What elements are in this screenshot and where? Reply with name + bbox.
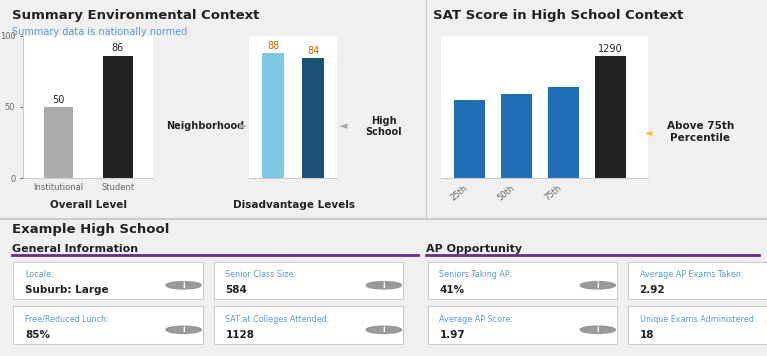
Text: i: i — [183, 325, 185, 334]
Text: Average AP Score:: Average AP Score: — [439, 315, 513, 324]
Text: 1290: 1290 — [598, 44, 623, 54]
Text: Neighborhood: Neighborhood — [166, 121, 244, 131]
Text: 41%: 41% — [439, 285, 465, 295]
Circle shape — [580, 282, 615, 289]
Text: 2.92: 2.92 — [640, 285, 665, 295]
Bar — [302, 58, 324, 178]
Text: i: i — [597, 281, 599, 290]
Bar — [501, 94, 532, 178]
Text: i: i — [597, 325, 599, 334]
Text: General Information: General Information — [12, 244, 137, 254]
FancyBboxPatch shape — [428, 306, 617, 344]
Text: Free/Reduced Lunch:: Free/Reduced Lunch: — [25, 315, 109, 324]
Text: Summary Environmental Context: Summary Environmental Context — [12, 9, 259, 22]
Text: 88: 88 — [267, 41, 279, 51]
Text: i: i — [383, 325, 385, 334]
Text: Summary data is nationally normed: Summary data is nationally normed — [12, 27, 187, 37]
Text: Unique Exams Administered:: Unique Exams Administered: — [640, 315, 756, 324]
Bar — [595, 56, 626, 178]
Text: AP Opportunity: AP Opportunity — [426, 244, 522, 254]
Text: Disadvantage Levels: Disadvantage Levels — [232, 200, 355, 210]
Text: 84: 84 — [308, 46, 320, 56]
FancyBboxPatch shape — [170, 84, 240, 169]
FancyBboxPatch shape — [428, 262, 617, 299]
Circle shape — [580, 326, 615, 334]
Text: ◄: ◄ — [645, 127, 653, 137]
Text: SAT at Colleges Attended:: SAT at Colleges Attended: — [225, 315, 330, 324]
Bar — [454, 100, 485, 178]
Bar — [103, 56, 133, 178]
Text: i: i — [383, 281, 385, 290]
Bar — [548, 87, 578, 178]
Text: Seniors Taking AP:: Seniors Taking AP: — [439, 270, 512, 279]
FancyBboxPatch shape — [346, 84, 421, 169]
Text: Suburb: Large: Suburb: Large — [25, 285, 109, 295]
Text: SAT Score in High School Context: SAT Score in High School Context — [433, 9, 683, 22]
FancyBboxPatch shape — [14, 262, 203, 299]
FancyBboxPatch shape — [214, 306, 403, 344]
Bar — [262, 53, 285, 178]
Text: i: i — [183, 281, 185, 290]
FancyBboxPatch shape — [628, 306, 767, 344]
Text: ◄: ◄ — [339, 121, 348, 131]
Circle shape — [166, 282, 201, 289]
Text: Above 75th
Percentile: Above 75th Percentile — [667, 121, 734, 142]
Text: Average AP Exams Taken:: Average AP Exams Taken: — [640, 270, 743, 279]
Text: Example High School: Example High School — [12, 222, 169, 236]
Text: 86: 86 — [112, 43, 124, 53]
Text: 18: 18 — [640, 330, 654, 340]
Circle shape — [366, 282, 401, 289]
Text: 584: 584 — [225, 285, 247, 295]
FancyBboxPatch shape — [214, 262, 403, 299]
Text: 1.97: 1.97 — [439, 330, 465, 340]
Bar — [44, 107, 74, 178]
FancyBboxPatch shape — [628, 262, 767, 299]
Text: 50: 50 — [52, 95, 64, 105]
FancyBboxPatch shape — [14, 306, 203, 344]
Text: 85%: 85% — [25, 330, 50, 340]
Text: 1128: 1128 — [225, 330, 255, 340]
Text: High
School: High School — [365, 116, 402, 137]
Text: Locale:: Locale: — [25, 270, 54, 279]
Text: ►: ► — [239, 121, 248, 131]
Text: Overall Level: Overall Level — [50, 200, 127, 210]
Circle shape — [366, 326, 401, 334]
Text: Senior Class Size:: Senior Class Size: — [225, 270, 297, 279]
Circle shape — [166, 326, 201, 334]
